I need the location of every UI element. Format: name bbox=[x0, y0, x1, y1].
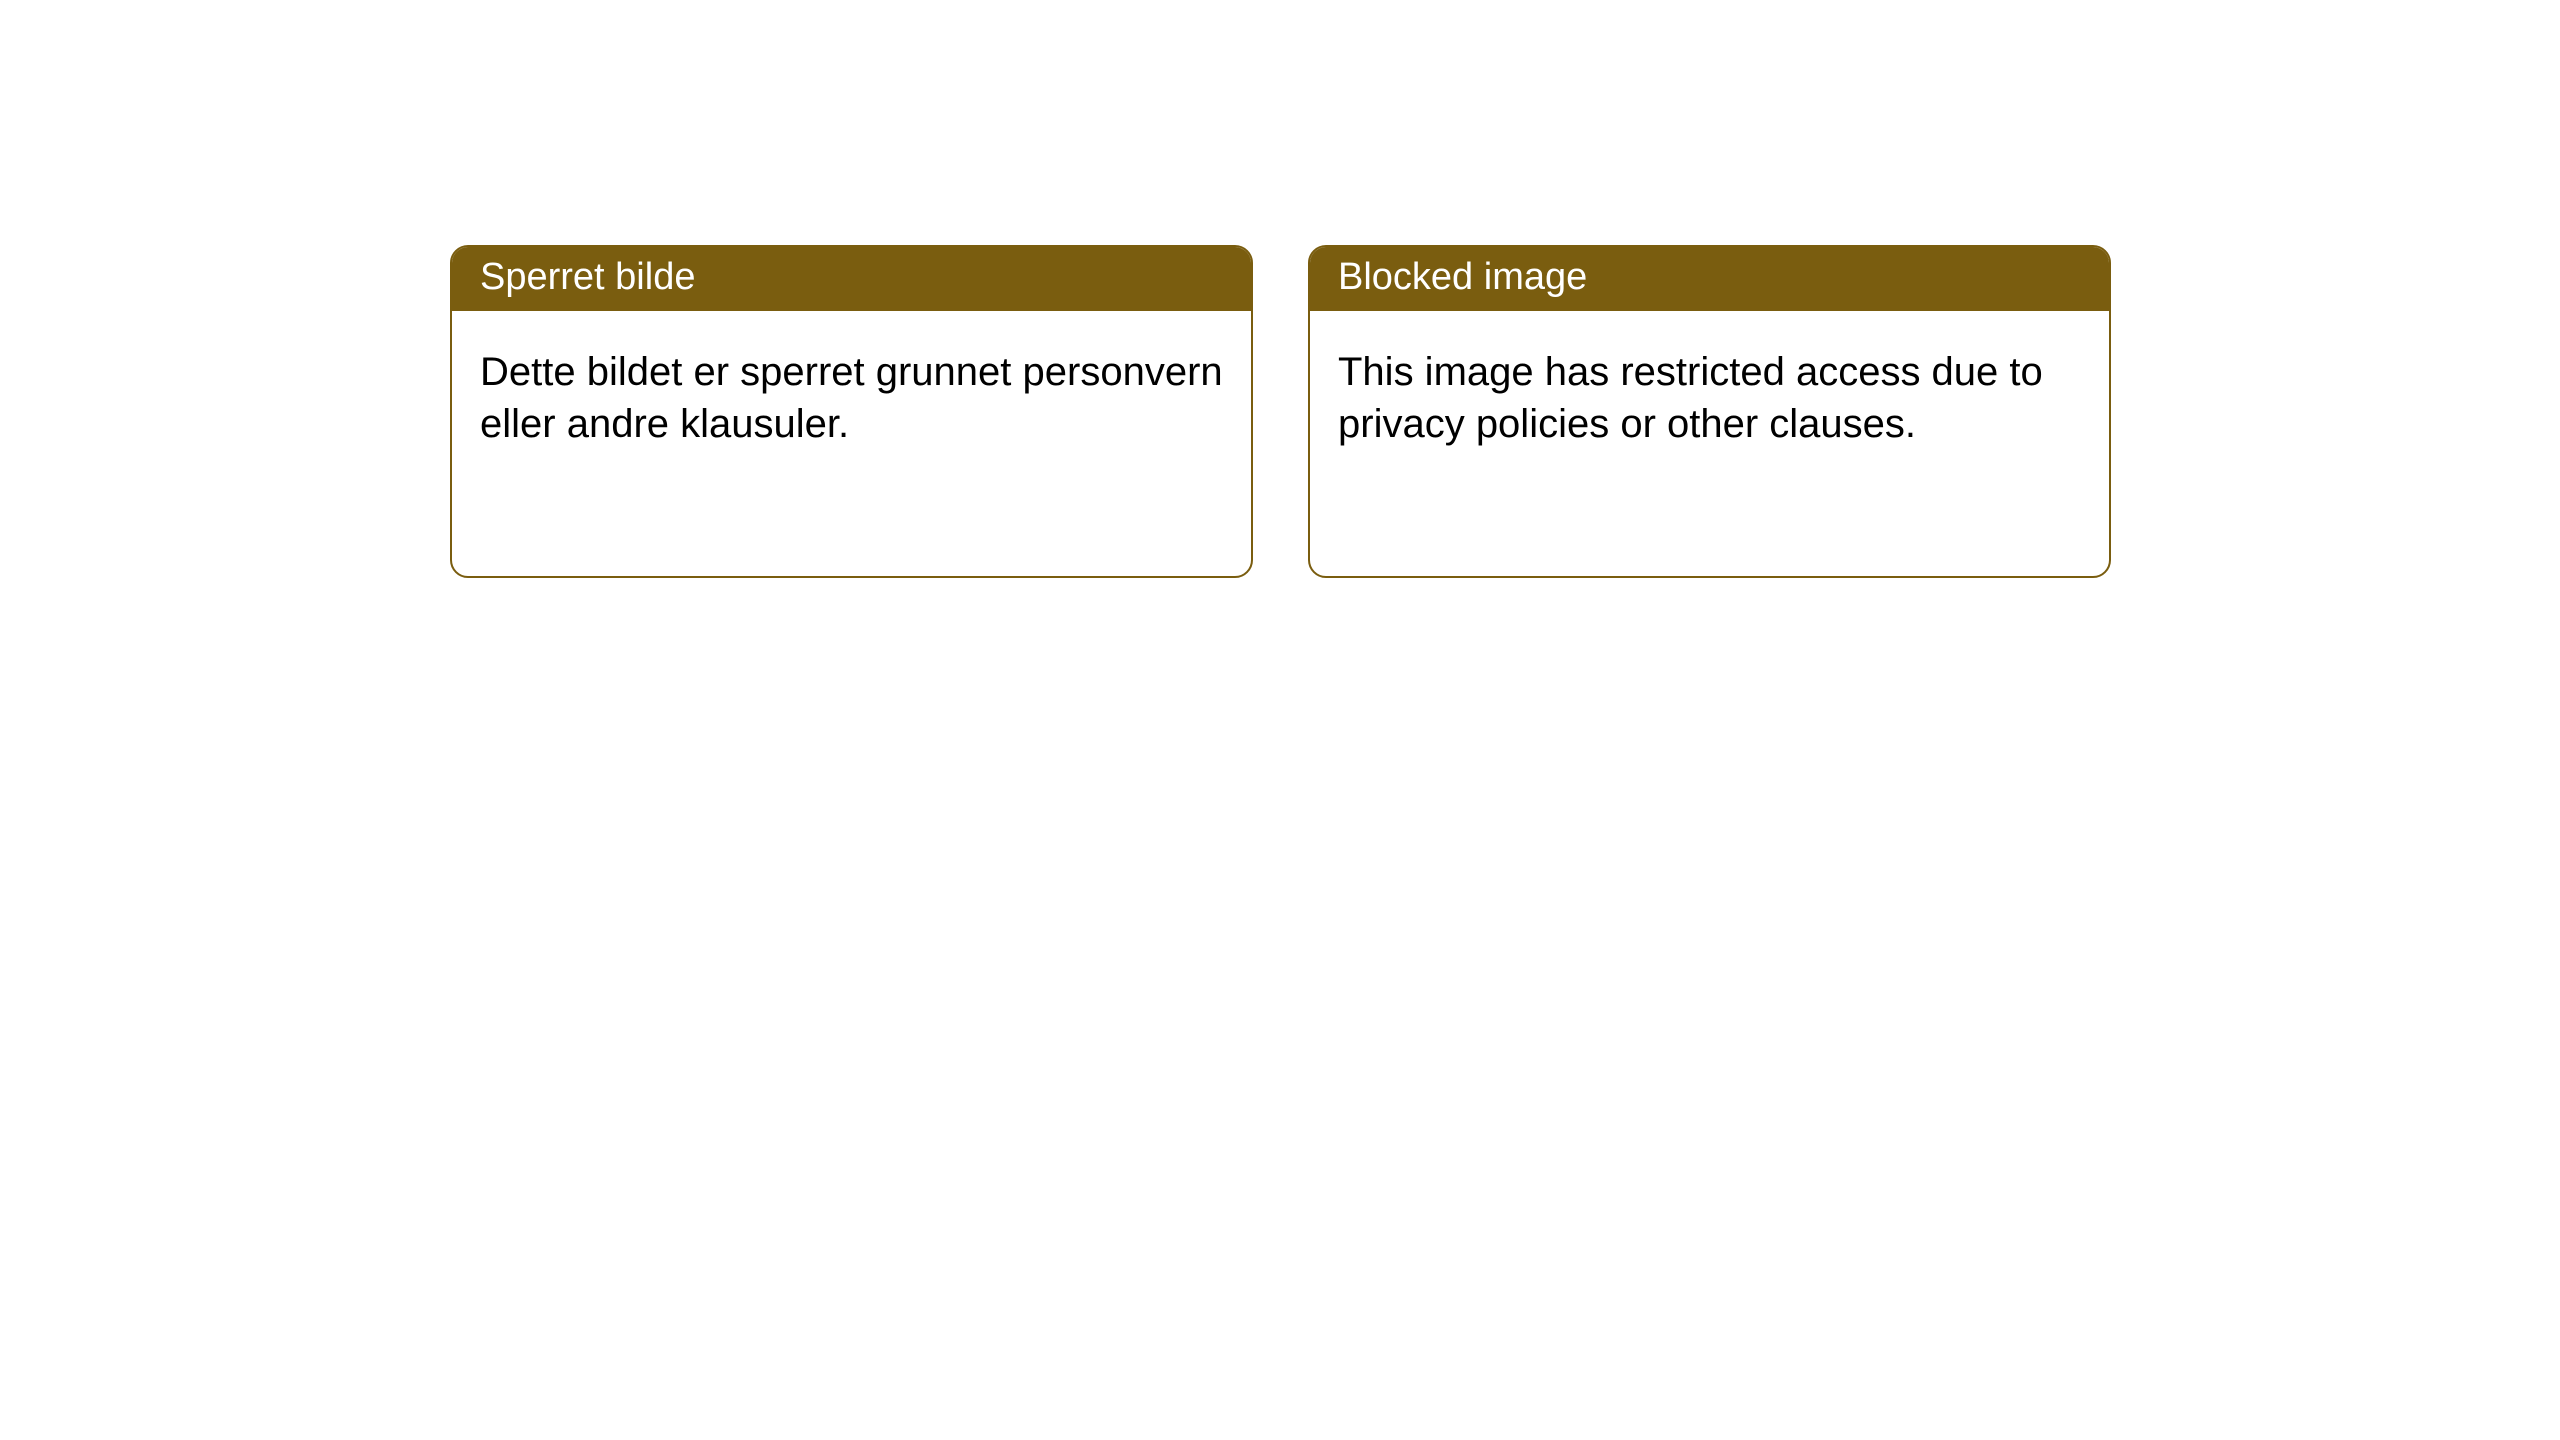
blocked-image-card-no: Sperret bilde Dette bildet er sperret gr… bbox=[450, 245, 1253, 578]
card-body-en: This image has restricted access due to … bbox=[1310, 311, 2109, 470]
notice-container: Sperret bilde Dette bildet er sperret gr… bbox=[450, 245, 2111, 578]
card-body-no: Dette bildet er sperret grunnet personve… bbox=[452, 311, 1251, 470]
card-header-no: Sperret bilde bbox=[452, 247, 1251, 311]
blocked-image-card-en: Blocked image This image has restricted … bbox=[1308, 245, 2111, 578]
card-header-en: Blocked image bbox=[1310, 247, 2109, 311]
